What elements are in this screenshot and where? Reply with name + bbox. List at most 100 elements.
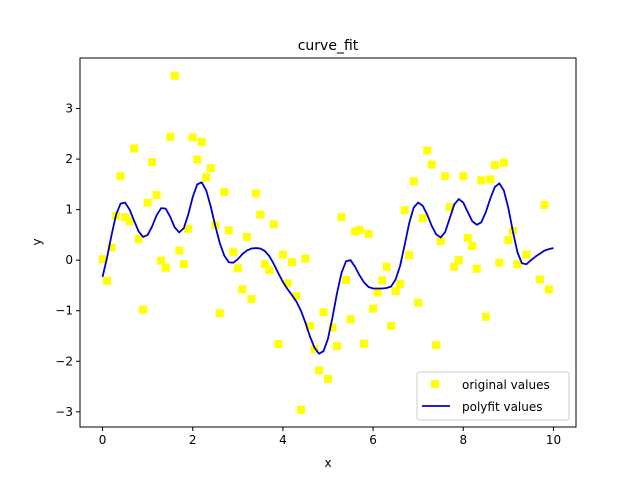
scatter-point-81 [463, 233, 472, 242]
scatter-point-34 [251, 189, 260, 198]
scatter-point-52 [333, 342, 342, 351]
scatter-point-73 [427, 160, 436, 169]
scatter-point-46 [305, 321, 314, 330]
scatter-point-49 [319, 308, 328, 317]
scatter-point-30 [233, 264, 242, 273]
scatter-point-77 [445, 203, 454, 212]
y-tick-label--2: −2 [55, 354, 73, 368]
scatter-point-38 [269, 220, 278, 229]
scatter-point-9 [139, 305, 148, 314]
scatter-point-1 [103, 276, 112, 285]
x-axis-ticks: 0 2 4 6 8 10 [99, 427, 561, 447]
scatter-point-45 [301, 254, 310, 263]
x-tick-label-10: 10 [546, 433, 561, 447]
scatter-point-89 [499, 158, 508, 167]
x-tick-label-6: 6 [369, 433, 377, 447]
scatter-point-2 [107, 243, 116, 252]
scatter-point-82 [468, 242, 477, 251]
scatter-point-69 [409, 177, 418, 186]
scatter-point-28 [224, 226, 233, 235]
plot-frame [79, 57, 577, 428]
scatter-point-21 [193, 155, 202, 164]
scatter-point-65 [391, 287, 400, 296]
scatter-point-64 [387, 321, 396, 330]
scatter-point-96 [544, 285, 553, 294]
scatter-point-23 [202, 173, 211, 182]
scatter-point-42 [287, 258, 296, 267]
scatter-point-68 [405, 251, 414, 260]
legend-label-original: original values [462, 378, 550, 392]
x-tick-label-8: 8 [459, 433, 467, 447]
scatter-point-32 [242, 232, 251, 241]
scatter-point-47 [310, 345, 319, 354]
scatter-point-43 [292, 292, 301, 301]
legend: original values polyfit values [416, 371, 570, 421]
scatter-point-79 [454, 256, 463, 265]
scatter-point-76 [441, 172, 450, 181]
scatter-point-75 [436, 236, 445, 245]
scatter-point-95 [540, 201, 549, 210]
scatter-point-5 [121, 213, 130, 222]
y-tick-label-0: 0 [65, 253, 73, 267]
y-tick-label-2: 2 [65, 152, 73, 166]
scatter-point-61 [373, 288, 382, 297]
scatter-point-80 [459, 172, 468, 181]
scatter-series [98, 71, 553, 414]
scatter-point-60 [369, 304, 378, 313]
scatter-point-8 [134, 234, 143, 243]
legend-label-polyfit: polyfit values [462, 400, 543, 414]
y-tick-label-1: 1 [65, 203, 73, 217]
scatter-point-6 [125, 217, 134, 226]
scatter-point-74 [432, 341, 441, 350]
scatter-point-94 [535, 275, 544, 284]
y-axis-ticks: −3 −2 −1 0 1 2 3 [55, 102, 80, 419]
scatter-point-41 [283, 279, 292, 288]
scatter-point-39 [274, 340, 283, 349]
y-axis-label: y [30, 238, 44, 245]
scatter-point-54 [342, 275, 351, 284]
scatter-point-15 [166, 132, 175, 141]
scatter-point-22 [197, 137, 206, 146]
scatter-point-71 [418, 214, 427, 223]
scatter-point-27 [220, 187, 229, 196]
scatter-point-90 [504, 235, 513, 244]
scatter-point-18 [179, 260, 188, 269]
scatter-point-56 [351, 227, 360, 236]
scatter-point-66 [396, 279, 405, 288]
scatter-point-12 [152, 190, 161, 199]
chart-title: curve_fit [298, 38, 359, 54]
scatter-point-20 [188, 133, 197, 142]
scatter-point-59 [364, 229, 373, 238]
scatter-point-70 [414, 298, 423, 307]
scatter-point-57 [355, 225, 364, 234]
x-tick-label-4: 4 [279, 433, 287, 447]
scatter-point-92 [513, 260, 522, 269]
scatter-point-93 [522, 250, 531, 259]
scatter-point-44 [296, 405, 305, 414]
y-tick-label--1: −1 [55, 304, 73, 318]
scatter-point-11 [148, 158, 157, 167]
scatter-point-4 [116, 172, 125, 181]
y-tick-label--3: −3 [55, 405, 73, 419]
scatter-point-48 [314, 366, 323, 375]
scatter-point-17 [175, 246, 184, 255]
scatter-point-62 [378, 276, 387, 285]
scatter-point-86 [486, 175, 495, 184]
legend-marker-original [431, 380, 439, 388]
scatter-point-0 [98, 255, 107, 264]
scatter-point-29 [229, 248, 238, 257]
scatter-point-78 [450, 262, 459, 271]
y-tick-label-3: 3 [65, 102, 73, 116]
scatter-point-67 [400, 206, 409, 215]
plot-area [80, 58, 576, 427]
x-axis-label: x [324, 456, 331, 470]
legend-box [416, 371, 570, 421]
scatter-point-83 [472, 264, 481, 273]
scatter-point-88 [495, 258, 504, 267]
scatter-point-40 [278, 250, 287, 259]
polyfit-line [101, 181, 554, 355]
scatter-point-37 [265, 266, 274, 275]
scatter-point-55 [346, 315, 355, 324]
